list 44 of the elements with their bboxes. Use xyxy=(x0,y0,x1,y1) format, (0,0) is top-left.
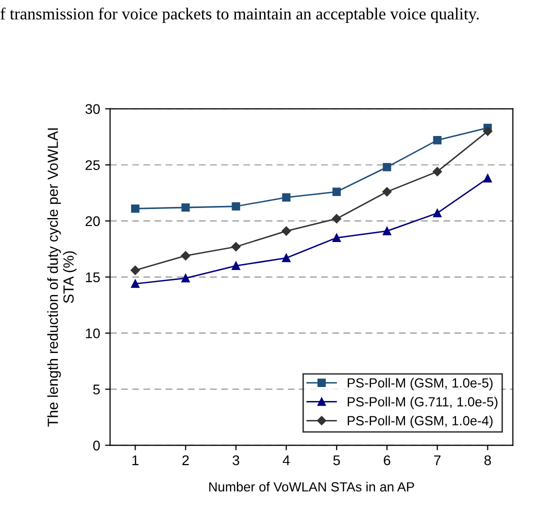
point xyxy=(231,242,241,252)
text: f transmission for voice packets to maintain an acceptable voice quality. xyxy=(0,8,479,23)
point xyxy=(382,162,392,172)
y-tick-label: 25 xyxy=(86,160,100,170)
x-tick-label: 7 xyxy=(434,456,440,466)
x-tick-label: 2 xyxy=(182,455,189,466)
point xyxy=(332,234,341,242)
y-tick-label: 0 xyxy=(93,440,100,450)
legend-label: PS-Poll-M (G.711, 1.0e-5) xyxy=(348,396,498,410)
point xyxy=(181,203,190,212)
point xyxy=(282,193,290,202)
point xyxy=(433,208,442,218)
legend-label: PS-Poll-M (GSM, 1.0e-5) xyxy=(348,378,493,390)
y-tick-label: 30 xyxy=(85,104,100,114)
point xyxy=(483,126,492,136)
point xyxy=(433,136,442,144)
point xyxy=(232,262,240,270)
point xyxy=(483,174,492,182)
y-tick-label: 5 xyxy=(93,384,100,394)
point xyxy=(131,204,140,213)
x-axis-title: Number of VoWLAN STAs in an AP xyxy=(209,482,414,492)
x-tick-label: 5 xyxy=(333,456,340,466)
point xyxy=(382,226,392,236)
point xyxy=(282,254,290,262)
x-tick-label: 1 xyxy=(132,456,138,466)
y-tick-label: 20 xyxy=(86,216,100,226)
x-tick-label: 6 xyxy=(384,455,390,466)
point xyxy=(181,274,190,282)
y-tick-label: 10 xyxy=(86,328,100,338)
x-tick-label: 4 xyxy=(282,456,290,466)
y-axis-title: The length reduction of duty cycle per VoWLAI STA (%) xyxy=(47,128,77,427)
point xyxy=(282,226,291,236)
point xyxy=(432,166,442,176)
point xyxy=(382,187,392,196)
point xyxy=(332,214,342,224)
x-tick-label: 3 xyxy=(232,455,240,466)
y-tick-label: 15 xyxy=(86,272,100,282)
legend-label: PS-Poll-M (GSM, 1.0e-4) xyxy=(348,416,493,428)
point xyxy=(332,188,341,196)
point xyxy=(180,251,190,260)
x-tick-label: 8 xyxy=(484,455,491,466)
point xyxy=(130,266,140,275)
point xyxy=(131,280,140,288)
point xyxy=(232,202,240,211)
